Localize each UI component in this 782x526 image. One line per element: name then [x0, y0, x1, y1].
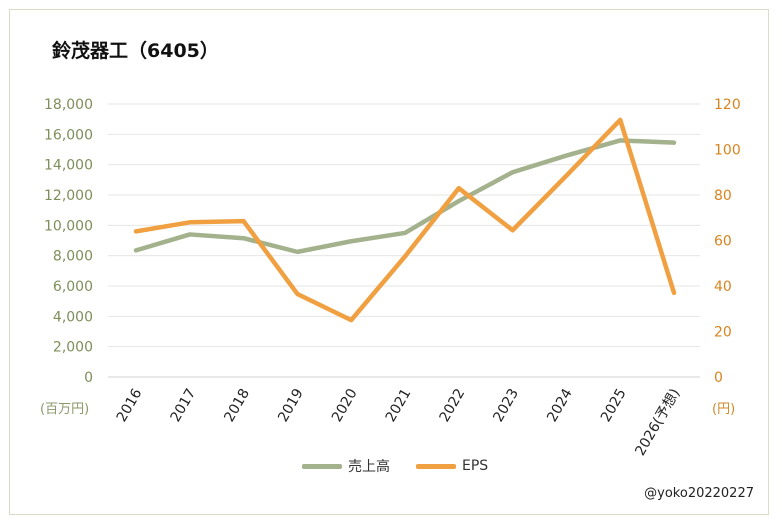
left-axis-unit: (百万円)	[40, 402, 90, 417]
x-tick-label: 2025	[598, 386, 630, 425]
right-tick-label: 120	[714, 97, 741, 113]
x-tick-label: 2018	[221, 386, 253, 425]
legend-item-sales: 売上高	[302, 456, 390, 476]
right-tick-label: 40	[714, 279, 732, 295]
series-line-eps	[133, 117, 677, 323]
left-tick-label: 12,000	[44, 188, 93, 204]
x-tick-label: 2016	[114, 386, 146, 425]
legend-label-sales: 売上高	[348, 459, 390, 475]
left-tick-label: 8,000	[53, 249, 93, 265]
left-tick-label: 2,000	[53, 340, 93, 356]
left-tick-label: 4,000	[53, 309, 93, 325]
right-tick-label: 80	[714, 188, 732, 204]
chart-title: 鈴茂器工（6405）	[52, 40, 219, 62]
right-tick-label: 60	[714, 234, 732, 250]
x-tick-label: 2017	[168, 386, 200, 425]
chart-frame	[9, 9, 769, 515]
x-tick-label: 2023	[490, 386, 522, 425]
x-tick-label: 2026(予想)	[632, 386, 683, 459]
legend-swatch-sales	[302, 463, 342, 469]
right-tick-label: 0	[714, 370, 723, 386]
chart-legend: 売上高 EPS	[302, 456, 514, 476]
legend-item-eps: EPS	[416, 458, 488, 474]
x-tick-label: 2019	[275, 386, 307, 425]
x-tick-label: 2024	[544, 386, 576, 425]
left-tick-label: 18,000	[44, 97, 93, 113]
right-axis-unit: (円)	[712, 402, 736, 417]
left-tick-label: 14,000	[44, 158, 93, 174]
left-tick-label: 16,000	[44, 127, 93, 143]
right-tick-label: 20	[714, 325, 732, 341]
legend-swatch-eps	[416, 463, 456, 469]
x-tick-label: 2021	[383, 386, 415, 425]
x-tick-label: 2022	[437, 386, 469, 425]
credit-text: @yoko20220227	[644, 486, 754, 501]
x-tick-label: 2020	[329, 386, 361, 425]
legend-label-eps: EPS	[462, 458, 489, 474]
right-tick-label: 100	[714, 143, 741, 159]
left-tick-label: 6,000	[53, 279, 93, 295]
series-line-sales	[133, 138, 677, 255]
left-tick-label: 10,000	[44, 218, 93, 234]
left-tick-label: 0	[84, 370, 93, 386]
